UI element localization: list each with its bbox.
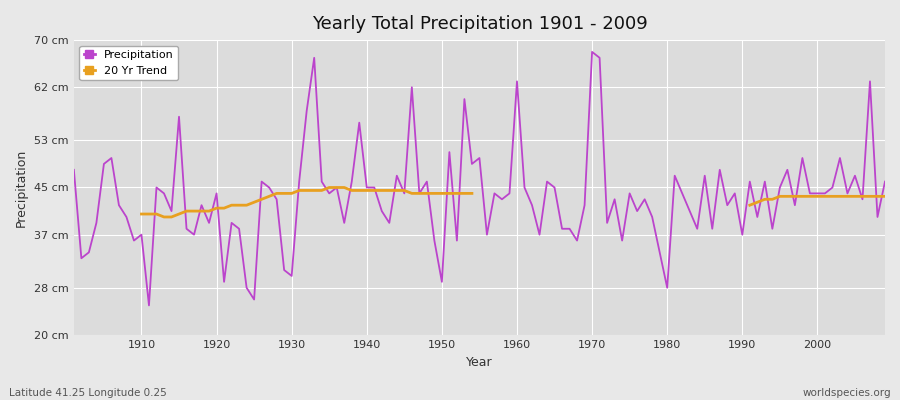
Text: worldspecies.org: worldspecies.org (803, 388, 891, 398)
X-axis label: Year: Year (466, 356, 492, 369)
Legend: Precipitation, 20 Yr Trend: Precipitation, 20 Yr Trend (79, 46, 178, 80)
Title: Yearly Total Precipitation 1901 - 2009: Yearly Total Precipitation 1901 - 2009 (311, 15, 647, 33)
Text: Latitude 41.25 Longitude 0.25: Latitude 41.25 Longitude 0.25 (9, 388, 166, 398)
Y-axis label: Precipitation: Precipitation (15, 148, 28, 227)
